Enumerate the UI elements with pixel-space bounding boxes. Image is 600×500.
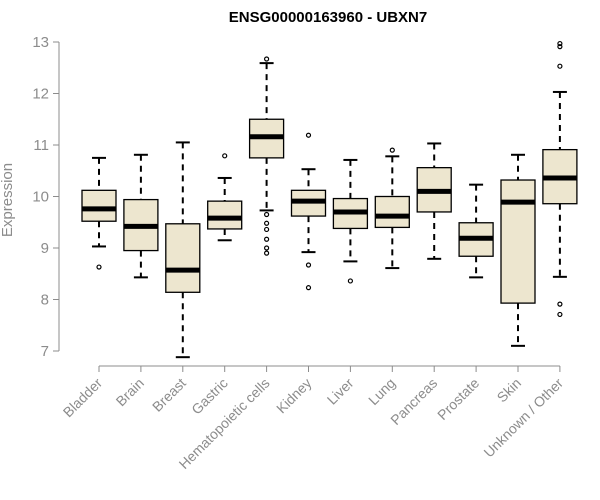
x-tick-label: Breast xyxy=(149,375,189,415)
x-tick-label: Pancreas xyxy=(387,375,440,428)
box-hematopoietic-cells xyxy=(248,56,285,256)
outlier-point xyxy=(222,153,228,159)
box-gastric xyxy=(207,153,243,242)
y-axis: 7 8 9 10 11 12 13 xyxy=(32,34,60,360)
chart-title: ENSG00000163960 - UBXN7 xyxy=(229,9,427,26)
outlier-point xyxy=(557,301,563,307)
x-tick-label: Liver xyxy=(324,375,357,408)
outlier-point xyxy=(264,245,270,251)
x-tick-label: Skin xyxy=(494,375,525,406)
x-tick-label: Unknown / Other xyxy=(480,375,566,461)
box-pancreas xyxy=(416,142,452,260)
outlier-point xyxy=(557,63,563,69)
outlier-point xyxy=(264,226,270,233)
box-breast xyxy=(165,141,201,359)
outlier-point xyxy=(264,250,270,256)
box-skin xyxy=(500,153,536,347)
box-body xyxy=(500,179,536,304)
outlier-point xyxy=(347,278,353,284)
x-tick-label: Brain xyxy=(113,375,147,409)
boxes-layer xyxy=(81,40,578,359)
outlier-point xyxy=(264,220,270,226)
box-kidney xyxy=(290,132,327,291)
box-unknown-other xyxy=(542,40,578,318)
outlier-point xyxy=(305,285,312,291)
outlier-point xyxy=(557,40,563,47)
outlier-point xyxy=(305,132,312,138)
box-liver xyxy=(332,158,369,284)
y-tick-label: 7 xyxy=(41,343,49,360)
outlier-point xyxy=(389,147,395,153)
box-body xyxy=(374,195,410,229)
box-lung xyxy=(374,147,410,270)
outlier-point xyxy=(264,211,270,218)
y-tick-label: 12 xyxy=(32,86,49,103)
y-tick-label: 9 xyxy=(41,240,49,257)
y-tick-label: 8 xyxy=(41,292,49,309)
y-tick-label: 11 xyxy=(33,137,49,154)
box-brain xyxy=(123,153,159,279)
box-bladder xyxy=(81,156,117,270)
x-tick-label: Lung xyxy=(365,375,398,408)
box-body xyxy=(165,223,201,293)
outlier-point xyxy=(305,262,312,268)
y-tick-label: 10 xyxy=(32,189,49,206)
outlier-point xyxy=(264,56,270,62)
outlier-point xyxy=(557,44,563,50)
outlier-point xyxy=(96,264,102,270)
box-prostate xyxy=(458,183,494,279)
y-axis-label: Expression xyxy=(0,163,16,237)
box-body xyxy=(81,189,117,222)
outlier-point xyxy=(264,236,270,242)
x-tick-label: Bladder xyxy=(60,375,106,421)
x-tick-label: Kidney xyxy=(273,375,315,417)
outlier-point xyxy=(557,311,563,318)
box-body xyxy=(207,200,243,230)
y-tick-label: 13 xyxy=(32,34,49,51)
x-tick-label: Prostate xyxy=(434,375,482,423)
